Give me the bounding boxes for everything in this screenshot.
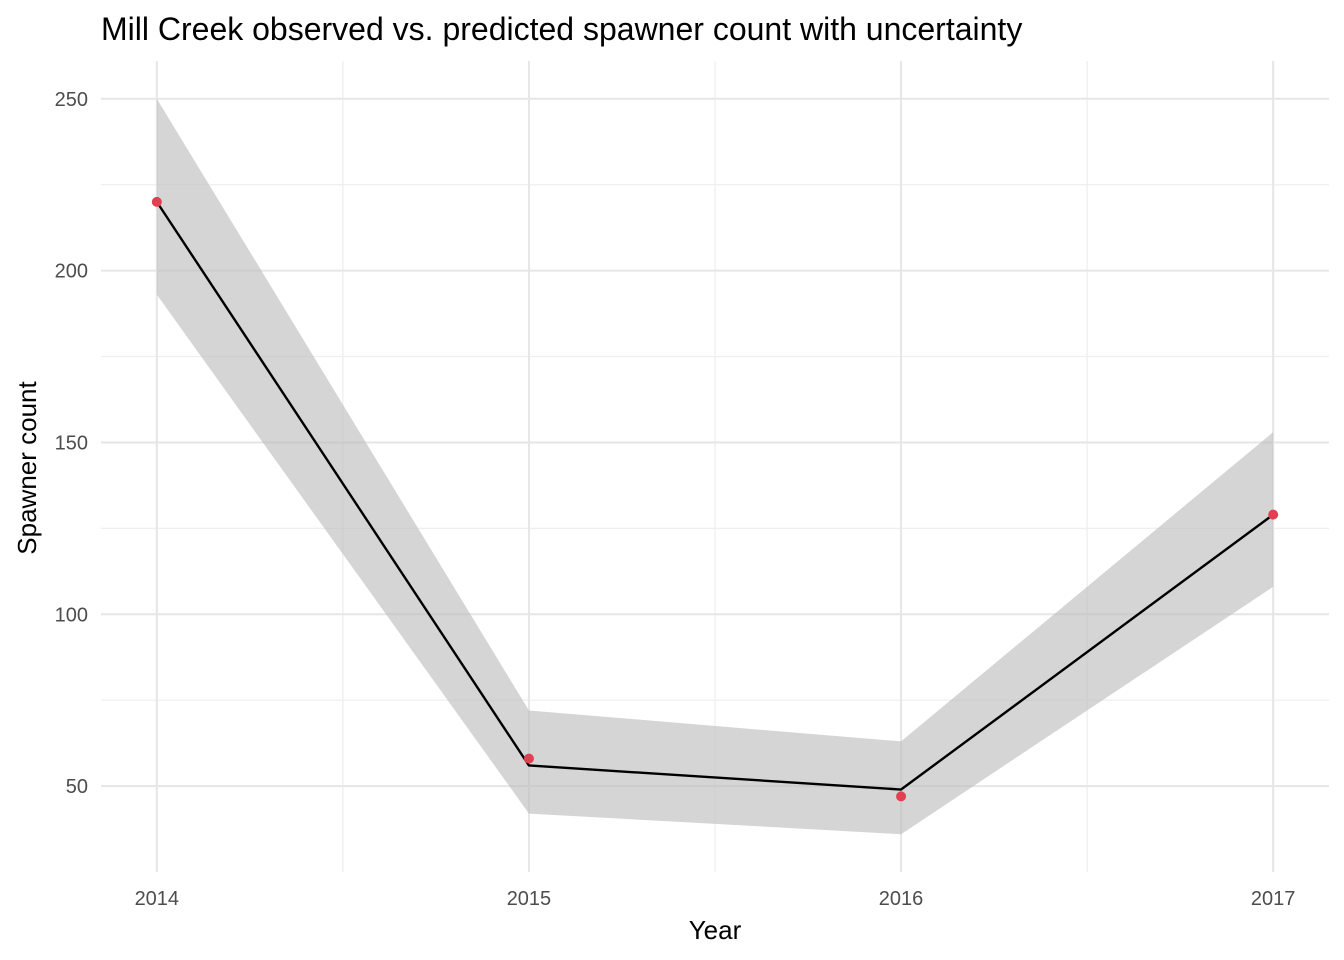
x-tick-labels: 2014 2015 2016 2017 — [135, 888, 1296, 910]
y-tick-labels: 50 100 150 200 250 — [55, 89, 88, 798]
y-tick-label: 50 — [66, 776, 88, 798]
y-tick-label: 150 — [55, 432, 88, 454]
x-axis-title: Year — [689, 915, 742, 945]
y-axis-title: Spawner count — [12, 381, 42, 555]
y-tick-label: 250 — [55, 89, 88, 111]
observed-point — [151, 196, 162, 207]
predicted-line — [155, 201, 1274, 791]
ribbon-layer — [156, 98, 1274, 835]
y-tick-label: 100 — [55, 604, 88, 626]
x-tick-label: 2014 — [135, 888, 180, 910]
chart-title: Mill Creek observed vs. predicted spawne… — [101, 11, 1022, 47]
x-tick-label: 2017 — [1251, 888, 1296, 910]
observed-point — [523, 753, 534, 764]
line-layer — [155, 201, 1274, 791]
y-tick-label: 200 — [55, 261, 88, 283]
x-tick-label: 2016 — [879, 888, 924, 910]
observed-point — [1268, 509, 1279, 520]
point-layer — [151, 196, 1279, 802]
observed-point — [896, 791, 907, 802]
x-tick-label: 2015 — [507, 888, 552, 910]
uncertainty-ribbon — [156, 98, 1274, 835]
